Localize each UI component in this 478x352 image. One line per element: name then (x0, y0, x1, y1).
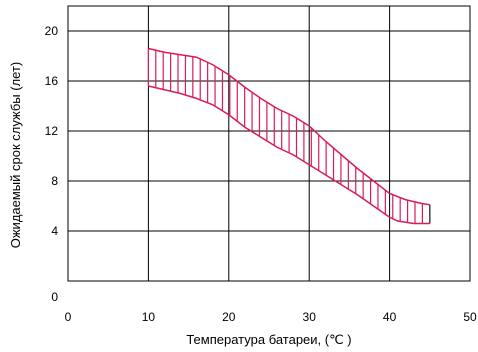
upper-bound-line (148, 47, 430, 206)
y-axis-label: Ожидаемый срок службы (лет) (8, 62, 23, 249)
y-tick-label: 20 (45, 24, 59, 38)
x-tick-label: 40 (383, 310, 397, 324)
x-axis-label: Температура батареи, (℃ ) (186, 332, 351, 347)
lower-bound-line (148, 85, 430, 225)
y-tick-label: 8 (51, 174, 58, 188)
plot-frame (67, 5, 471, 282)
x-tick-label: 0 (65, 310, 72, 324)
x-tick-label: 50 (463, 310, 477, 324)
y-tick-label: 0 (51, 290, 58, 304)
y-tick-label: 12 (45, 124, 59, 138)
y-tick-label: 4 (51, 224, 58, 238)
x-tick-label: 30 (303, 310, 317, 324)
x-tick-label: 10 (142, 310, 156, 324)
y-tick-label: 16 (45, 74, 59, 88)
x-tick-label: 20 (222, 310, 236, 324)
